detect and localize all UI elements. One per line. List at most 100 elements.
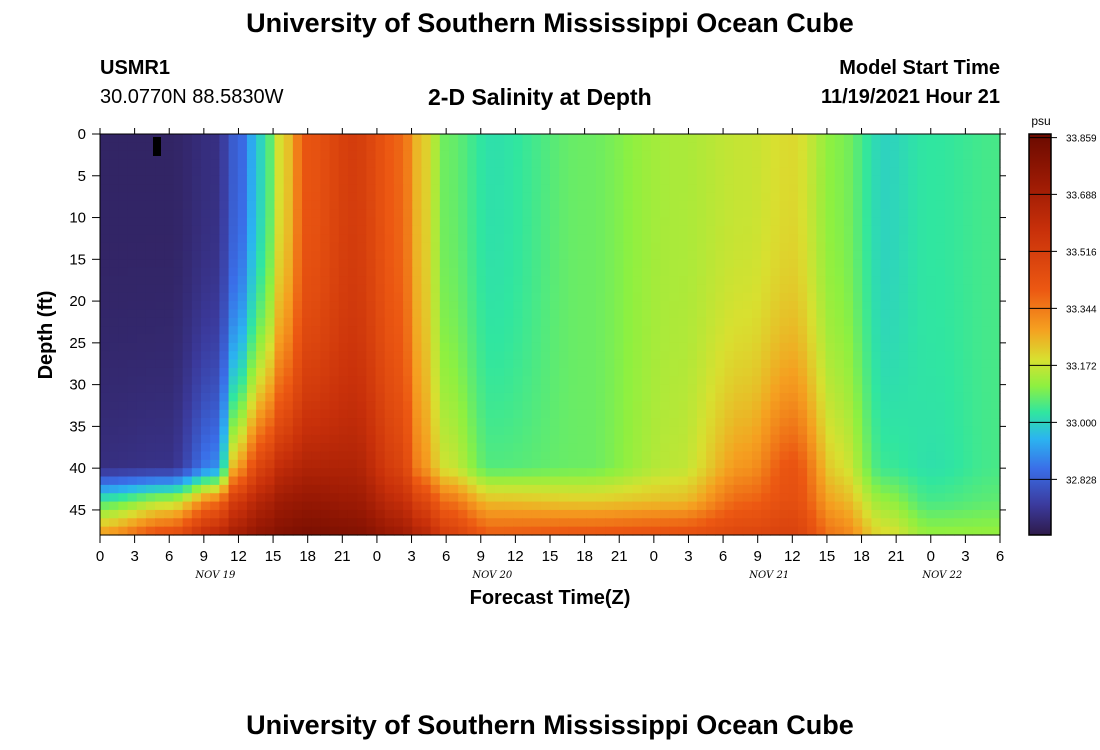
heatmap-cell bbox=[623, 167, 634, 177]
heatmap-cell bbox=[430, 175, 441, 185]
heatmap-cell bbox=[816, 209, 827, 219]
heatmap-cell bbox=[366, 443, 377, 453]
heatmap-cell bbox=[338, 309, 349, 319]
heatmap-cell bbox=[568, 159, 579, 169]
heatmap-cell bbox=[237, 392, 248, 402]
heatmap-cell bbox=[302, 301, 312, 311]
heatmap-cell bbox=[770, 150, 781, 160]
heatmap-cell bbox=[246, 409, 257, 419]
heatmap-cell bbox=[623, 309, 634, 319]
heatmap-cell bbox=[292, 526, 303, 536]
heatmap-cell bbox=[393, 159, 404, 169]
heatmap-cell bbox=[540, 175, 551, 185]
heatmap-cell bbox=[540, 468, 551, 478]
heatmap-cell bbox=[917, 384, 928, 394]
heatmap-cell bbox=[504, 309, 514, 319]
heatmap-cell bbox=[752, 518, 762, 528]
heatmap-cell bbox=[926, 317, 937, 327]
heatmap-cell bbox=[302, 259, 312, 269]
heatmap-cell bbox=[981, 225, 992, 235]
heatmap-cell bbox=[724, 509, 735, 519]
heatmap-cell bbox=[908, 326, 918, 336]
heatmap-cell bbox=[127, 392, 138, 402]
heatmap-cell bbox=[485, 209, 496, 219]
heatmap-cell bbox=[403, 209, 413, 219]
heatmap-cell bbox=[265, 267, 276, 277]
colorbar-ticks: 33.85933.68833.51633.34433.17233.00032.8… bbox=[1029, 134, 1097, 486]
heatmap-cell bbox=[678, 409, 689, 419]
heatmap-cell bbox=[871, 476, 882, 486]
heatmap-cell bbox=[889, 292, 900, 302]
heatmap-cell bbox=[834, 217, 845, 227]
heatmap-cell bbox=[651, 468, 661, 478]
heatmap-cell bbox=[898, 418, 909, 427]
heatmap-cell bbox=[752, 351, 762, 361]
heatmap-cell bbox=[733, 317, 744, 327]
heatmap-cell bbox=[807, 409, 817, 419]
heatmap-cell bbox=[246, 234, 257, 244]
heatmap-cell bbox=[550, 384, 560, 394]
heatmap-cell bbox=[439, 351, 450, 361]
heatmap-cell bbox=[816, 526, 827, 536]
heatmap-cell bbox=[577, 150, 588, 160]
heatmap-cell bbox=[862, 409, 873, 419]
heatmap-cell bbox=[660, 342, 670, 352]
heatmap-cell bbox=[678, 175, 689, 185]
heatmap-cell bbox=[880, 250, 891, 260]
heatmap-cell bbox=[605, 250, 615, 260]
heatmap-cell bbox=[412, 493, 423, 503]
heatmap-cell bbox=[687, 434, 698, 444]
heatmap-cell bbox=[522, 242, 533, 252]
heatmap-cell bbox=[770, 367, 781, 377]
heatmap-cell bbox=[393, 351, 404, 361]
heatmap-cell bbox=[568, 326, 579, 336]
heatmap-cell bbox=[678, 276, 689, 285]
heatmap-cell bbox=[715, 225, 726, 235]
heatmap-cell bbox=[485, 326, 496, 336]
heatmap-cell bbox=[651, 351, 661, 361]
heatmap-cell bbox=[614, 359, 625, 369]
heatmap-cell bbox=[935, 159, 946, 169]
heatmap-cell bbox=[173, 451, 184, 461]
heatmap-cell bbox=[173, 301, 184, 311]
heatmap-cell bbox=[458, 326, 468, 336]
heatmap-cell bbox=[485, 476, 496, 486]
heatmap-cell bbox=[384, 192, 395, 202]
heatmap-cell bbox=[265, 167, 276, 177]
heatmap-cell bbox=[586, 443, 597, 453]
heatmap-cell bbox=[605, 317, 615, 327]
heatmap-cell bbox=[614, 518, 625, 528]
heatmap-cell bbox=[320, 142, 331, 152]
heatmap-cell bbox=[761, 250, 771, 260]
heatmap-cell bbox=[614, 167, 625, 177]
heatmap-cell bbox=[641, 142, 652, 152]
heatmap-cell bbox=[357, 167, 367, 177]
heatmap-cell bbox=[761, 443, 771, 453]
heatmap-cell bbox=[403, 476, 413, 486]
heatmap-cell bbox=[651, 476, 661, 486]
heatmap-cell bbox=[825, 468, 836, 478]
heatmap-cell bbox=[715, 443, 726, 453]
heatmap-cell bbox=[660, 184, 670, 194]
heatmap-cell bbox=[568, 493, 579, 503]
heatmap-cell bbox=[283, 242, 294, 252]
heatmap-cell bbox=[559, 142, 569, 152]
heatmap-cell bbox=[632, 401, 643, 411]
heatmap-cell bbox=[687, 476, 698, 486]
heatmap-cell bbox=[669, 217, 680, 227]
heatmap-cell bbox=[825, 434, 836, 444]
heatmap-cell bbox=[834, 209, 845, 219]
heatmap-cell bbox=[366, 217, 377, 227]
heatmap-cell bbox=[366, 167, 377, 177]
heatmap-cell bbox=[669, 242, 680, 252]
heatmap-cell bbox=[384, 359, 395, 369]
heatmap-cell bbox=[797, 259, 808, 269]
heatmap-cell bbox=[430, 284, 441, 294]
heatmap-cell bbox=[476, 301, 487, 311]
heatmap-cell bbox=[430, 367, 441, 377]
heatmap-cell bbox=[669, 501, 680, 511]
heatmap-cell bbox=[889, 242, 900, 252]
heatmap-cell bbox=[283, 334, 294, 344]
heatmap-cell bbox=[145, 192, 156, 202]
heatmap-cell bbox=[256, 309, 266, 319]
